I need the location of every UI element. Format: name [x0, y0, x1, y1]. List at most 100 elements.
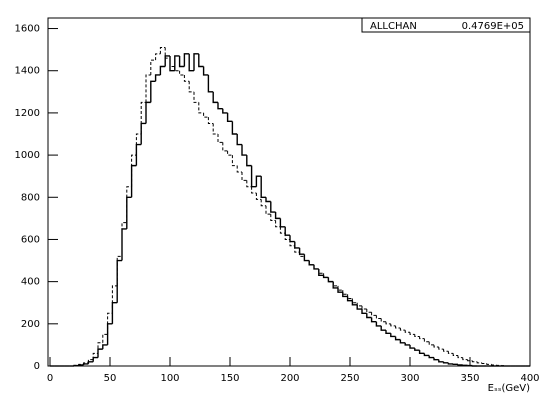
histogram-step: [121, 222, 127, 257]
histogram-step: [366, 313, 372, 319]
histogram-step: [97, 348, 103, 358]
histogram-step: [318, 268, 324, 274]
histogram-step: [188, 81, 194, 93]
histogram-step: [275, 220, 281, 228]
histogram-step: [179, 70, 185, 76]
histogram-step: [102, 344, 108, 350]
histogram-step: [491, 364, 497, 366]
histogram-step: [371, 312, 377, 316]
histogram-step: [159, 47, 166, 54]
histogram-step: [380, 325, 386, 331]
histogram-step: [265, 197, 271, 203]
y-tick-label: 400: [21, 277, 40, 288]
histogram-step: [356, 302, 362, 307]
histogram-step: [126, 196, 132, 229]
y-tick-label: 1000: [15, 150, 40, 161]
histogram-step: [438, 359, 444, 363]
y-tick-label: 600: [21, 234, 40, 245]
histogram-step: [313, 264, 319, 270]
histogram-step: [274, 212, 281, 220]
x-tick-label: 0: [47, 373, 53, 384]
histogram-step: [246, 180, 252, 188]
histogram-step: [380, 318, 386, 323]
histogram-step: [294, 245, 300, 253]
histogram-step: [106, 323, 113, 345]
histogram-step: [198, 53, 204, 68]
histogram-step: [481, 362, 487, 364]
histogram-step: [433, 357, 439, 361]
histogram-step: [447, 351, 454, 354]
x-tick-label: 200: [280, 373, 299, 384]
histogram-step: [394, 336, 401, 341]
histogram-step: [82, 363, 89, 365]
histogram-step: [135, 143, 142, 166]
histogram-step: [155, 53, 161, 61]
histogram-step: [169, 55, 175, 72]
histogram-step: [87, 359, 94, 363]
histogram-step: [260, 176, 266, 198]
histogram-step: [284, 226, 290, 236]
histogram-step: [246, 155, 252, 167]
histogram-step: [251, 186, 257, 194]
histogram-step: [298, 247, 305, 255]
x-tick-label: 400: [520, 373, 539, 384]
histogram-step: [174, 55, 180, 71]
histogram-step: [87, 361, 94, 364]
histogram-step: [486, 363, 492, 365]
histogram-step: [92, 356, 98, 362]
histogram-step: [203, 112, 209, 118]
histogram-step: [356, 304, 362, 310]
histogram-step: [457, 355, 463, 359]
histogram-step: [226, 112, 233, 123]
histogram-step: [193, 53, 199, 71]
histogram-step: [126, 186, 132, 223]
histogram-step: [462, 357, 468, 361]
x-tick-label: 50: [104, 373, 117, 384]
histogram-step: [241, 171, 247, 181]
histogram-step: [241, 144, 247, 156]
histogram-step: [255, 193, 262, 200]
histogram-step: [284, 233, 290, 240]
histogram-step: [121, 228, 127, 261]
histogram-step: [111, 302, 118, 324]
histogram-step: [332, 281, 338, 287]
histogram-step: [178, 55, 185, 68]
plot-frame: [47, 17, 531, 367]
histogram-step: [442, 361, 449, 364]
histogram-step: [279, 226, 286, 234]
x-tick-label: 300: [400, 373, 419, 384]
histogram-step: [222, 142, 228, 152]
histogram-step: [145, 101, 151, 124]
histogram-step: [375, 315, 382, 320]
histogram-step: [337, 287, 343, 293]
histogram-step: [212, 91, 218, 104]
histogram-step: [217, 102, 223, 110]
histogram-step: [395, 325, 401, 329]
histogram-step: [231, 121, 238, 135]
histogram-step: [102, 333, 108, 343]
histogram-step: [73, 364, 79, 366]
histogram-step: [159, 65, 166, 75]
x-tick-label: 100: [160, 373, 179, 384]
histogram-step: [294, 241, 300, 249]
histogram-step: [347, 294, 353, 300]
histogram-step: [289, 239, 295, 247]
histogram-step: [150, 59, 156, 75]
histogram-step: [92, 352, 98, 360]
histogram-step: [130, 164, 137, 198]
histogram-step: [385, 330, 391, 335]
histogram-step: [174, 66, 180, 72]
histogram-step: [198, 102, 204, 114]
histogram-step: [270, 214, 276, 221]
histogram-step: [404, 330, 410, 333]
histogram-step: [414, 348, 420, 351]
histogram-step: [361, 309, 367, 314]
histogram-step: [236, 165, 242, 173]
histogram-step: [131, 154, 137, 187]
histogram-step: [476, 361, 482, 364]
histogram-step: [342, 290, 348, 295]
histogram-step: [418, 350, 425, 355]
histogram-step: [390, 333, 396, 338]
histogram-step: [313, 264, 319, 270]
